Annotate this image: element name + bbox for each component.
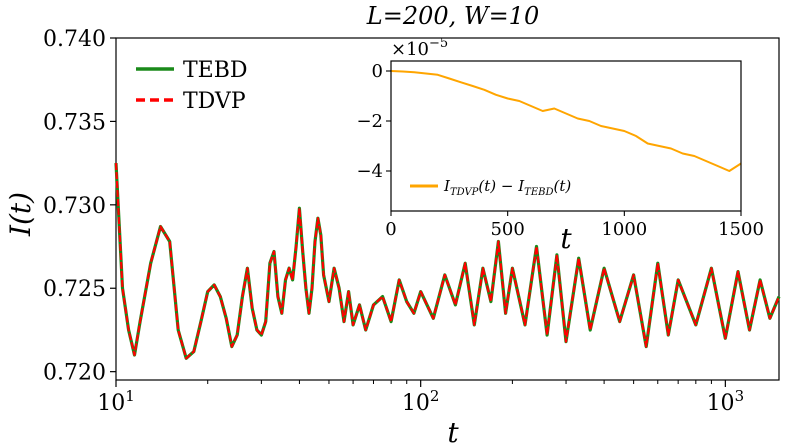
inset-y-ticks: 0 −2 −4 <box>356 61 391 182</box>
x-tick-label: 103 <box>707 387 745 416</box>
chart-title: L=200, W=10 <box>366 2 539 30</box>
main-x-ticks: 101 102 103 <box>97 380 744 416</box>
inset-legend: ITDVP(t) − ITEBD(t) <box>410 177 571 198</box>
inset-series-line <box>390 70 742 172</box>
inset-y-tick-label: −4 <box>356 161 383 182</box>
y-axis-label: I(t) <box>4 192 37 237</box>
x-tick-label: 101 <box>97 387 135 416</box>
inset-background <box>391 61 741 211</box>
main-legend: TEBD TDVP <box>136 58 248 114</box>
x-axis-label: t <box>447 416 459 446</box>
y-tick-label: 0.730 <box>43 194 106 219</box>
inset-x-tick-label: 1000 <box>601 219 647 240</box>
inset-x-axis-label: t <box>560 222 572 255</box>
main-plot-frame <box>115 37 780 381</box>
series-line-tdvp <box>114 163 781 360</box>
inset-series-group <box>390 70 742 172</box>
inset-y-tick-label: 0 <box>372 61 383 82</box>
inset-legend-label: ITDVP(t) − ITEBD(t) <box>443 177 571 198</box>
main-y-ticks: 0.720 0.725 0.730 0.735 0.740 <box>43 27 116 386</box>
inset-x-ticks: 0 500 1000 1500 <box>385 211 764 240</box>
y-tick-label: 0.740 <box>43 27 106 52</box>
y-tick-label: 0.725 <box>43 277 106 302</box>
inset-plot-frame <box>390 60 742 212</box>
inset-multiplier: ×10−5 <box>391 36 448 60</box>
main-series-group <box>114 163 781 360</box>
inset-x-tick-label: 1500 <box>718 219 764 240</box>
y-tick-label: 0.720 <box>43 361 106 386</box>
x-tick-label: 102 <box>402 387 440 416</box>
y-tick-label: 0.735 <box>43 110 106 135</box>
legend-tebd-label: TEBD <box>183 58 248 83</box>
inset-x-tick-label: 0 <box>385 219 396 240</box>
legend-tdvp-label: TDVP <box>183 89 246 114</box>
inset-x-tick-label: 500 <box>490 219 524 240</box>
inset-y-tick-label: −2 <box>356 111 383 132</box>
